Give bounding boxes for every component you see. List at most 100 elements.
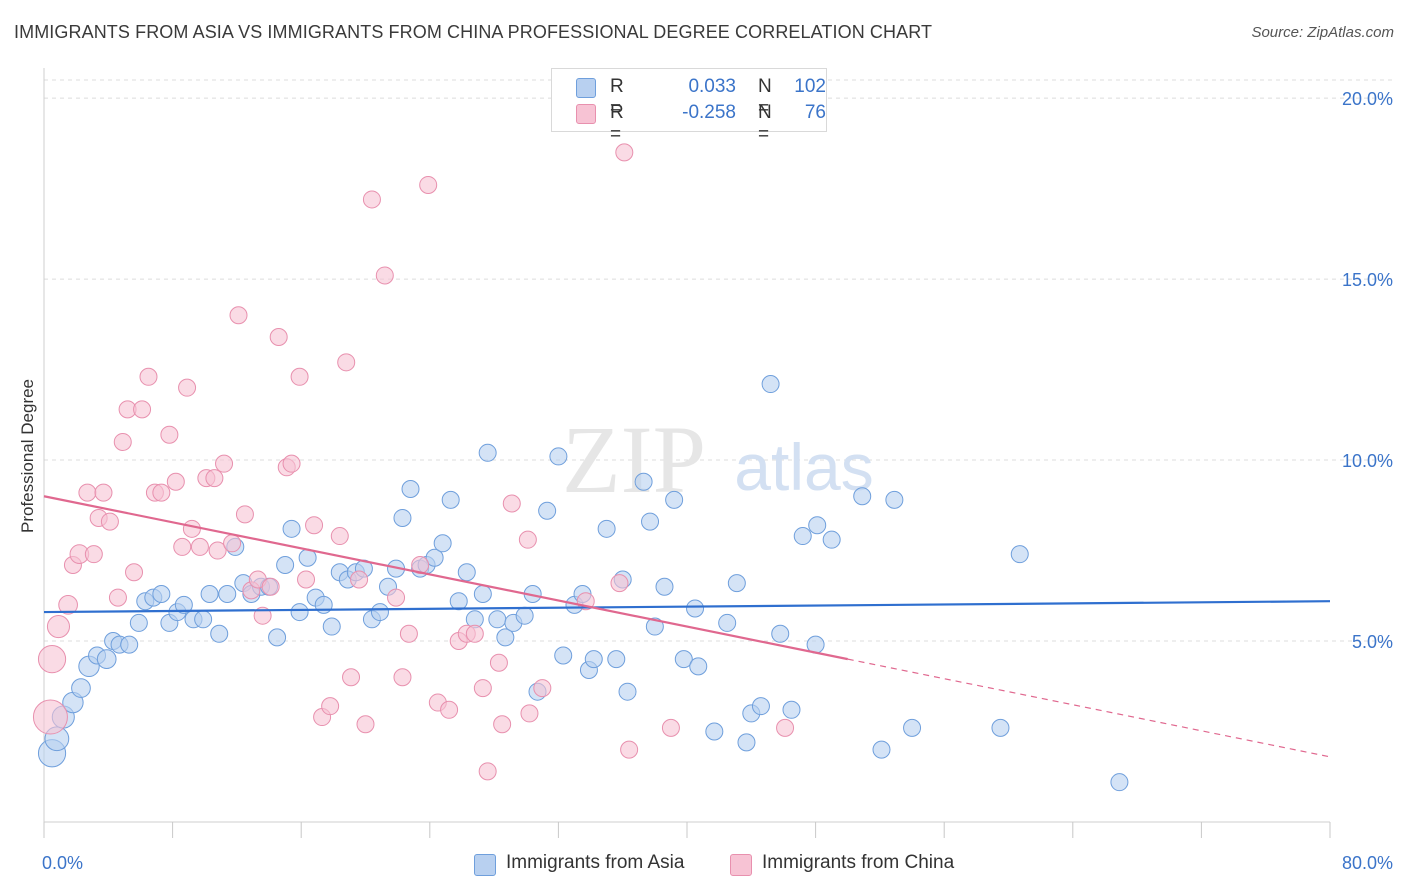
asia-point bbox=[761, 375, 780, 394]
asia-point bbox=[549, 447, 568, 466]
china-point bbox=[94, 483, 113, 502]
china-point bbox=[182, 519, 201, 538]
china-point bbox=[253, 606, 272, 625]
legend-r-label: R = bbox=[610, 102, 624, 145]
asia-point bbox=[449, 592, 468, 611]
china-point bbox=[282, 454, 301, 473]
china-point bbox=[139, 367, 158, 386]
china-point bbox=[235, 505, 254, 524]
asia-point bbox=[515, 606, 534, 625]
china-point bbox=[297, 570, 316, 589]
asia-point bbox=[705, 722, 724, 741]
china-point bbox=[473, 679, 492, 698]
legend-swatch-china bbox=[730, 854, 752, 876]
asia-point bbox=[751, 697, 770, 716]
asia-point bbox=[771, 624, 790, 643]
asia-point bbox=[282, 519, 301, 538]
legend-r-value-china: -0.258 bbox=[682, 102, 736, 123]
china-point bbox=[113, 432, 132, 451]
asia-point bbox=[554, 646, 573, 665]
asia-point bbox=[538, 501, 557, 520]
china-point bbox=[152, 483, 171, 502]
asia-point bbox=[268, 628, 287, 647]
china-point bbox=[489, 653, 508, 672]
axes bbox=[43, 68, 1331, 838]
china-point bbox=[518, 530, 537, 549]
y-tick-label: 10.0% bbox=[1342, 451, 1393, 471]
china-point bbox=[387, 588, 406, 607]
asia-point bbox=[737, 733, 756, 752]
china-point bbox=[58, 594, 78, 615]
trend-line-china-extension bbox=[847, 658, 1331, 758]
china-point bbox=[350, 570, 369, 589]
china-point bbox=[160, 425, 179, 444]
asia-point bbox=[584, 650, 603, 669]
china-point bbox=[208, 541, 227, 560]
china-point bbox=[620, 740, 639, 759]
asia-point bbox=[210, 624, 229, 643]
asia-point bbox=[607, 650, 626, 669]
grid-lines bbox=[44, 79, 1395, 642]
legend-swatch-china bbox=[576, 104, 596, 124]
asia-point bbox=[718, 613, 737, 632]
asia-point bbox=[808, 516, 827, 535]
asia-point bbox=[441, 490, 460, 509]
china-point bbox=[321, 697, 340, 716]
china-point bbox=[399, 624, 418, 643]
china-point bbox=[375, 266, 394, 285]
china-point bbox=[342, 668, 361, 687]
china-point bbox=[125, 563, 144, 582]
asia-point bbox=[496, 628, 515, 647]
source-label: Source: ZipAtlas.com bbox=[1251, 24, 1394, 41]
asia-point bbox=[1110, 773, 1129, 792]
china-point bbox=[305, 516, 324, 535]
china-point bbox=[215, 454, 234, 473]
china-point bbox=[173, 537, 192, 556]
asia-point bbox=[276, 556, 295, 575]
china-point bbox=[100, 512, 119, 531]
legend-label-asia: Immigrants from Asia bbox=[506, 852, 685, 873]
legend-r-value-asia: 0.033 bbox=[688, 76, 736, 97]
legend-swatch-asia bbox=[474, 854, 496, 876]
asia-point bbox=[194, 610, 213, 629]
china-point bbox=[440, 700, 459, 719]
asia-point bbox=[991, 718, 1010, 737]
china-point bbox=[46, 614, 71, 639]
y-tick-label: 20.0% bbox=[1342, 89, 1393, 109]
china-point bbox=[356, 715, 375, 734]
china-point bbox=[229, 306, 248, 325]
asia-point bbox=[853, 487, 872, 506]
china-point bbox=[776, 718, 795, 737]
china-point bbox=[610, 574, 629, 593]
china-point bbox=[108, 588, 127, 607]
china-point bbox=[37, 645, 67, 674]
legend-n-label: N = bbox=[758, 76, 772, 119]
asia-point bbox=[488, 610, 507, 629]
legend-n-value-china: 76 bbox=[804, 102, 826, 123]
legend-n-value-asia: 102 bbox=[794, 76, 826, 97]
asia-point bbox=[674, 650, 693, 669]
china-point bbox=[393, 668, 412, 687]
asia-point bbox=[686, 599, 705, 618]
asia-point bbox=[597, 519, 616, 538]
legend-n-label: N = bbox=[758, 102, 772, 145]
asia-point bbox=[473, 584, 492, 603]
asia-point bbox=[793, 527, 812, 546]
asia-point bbox=[478, 443, 497, 462]
china-point bbox=[330, 527, 349, 546]
asia-point bbox=[782, 700, 801, 719]
series-china bbox=[32, 143, 795, 781]
x-tick-label-max: 80.0% bbox=[1342, 853, 1393, 873]
asia-point bbox=[618, 682, 637, 701]
asia-point bbox=[433, 534, 452, 553]
asia-point bbox=[1010, 545, 1029, 564]
china-point bbox=[78, 483, 97, 502]
asia-point bbox=[174, 595, 193, 614]
legend-label-china: Immigrants from China bbox=[762, 852, 955, 873]
x-tick-label-min: 0.0% bbox=[42, 853, 83, 873]
china-point bbox=[166, 472, 185, 491]
y-tick-label: 15.0% bbox=[1342, 270, 1393, 290]
asia-point bbox=[401, 480, 420, 499]
asia-point bbox=[457, 563, 476, 582]
